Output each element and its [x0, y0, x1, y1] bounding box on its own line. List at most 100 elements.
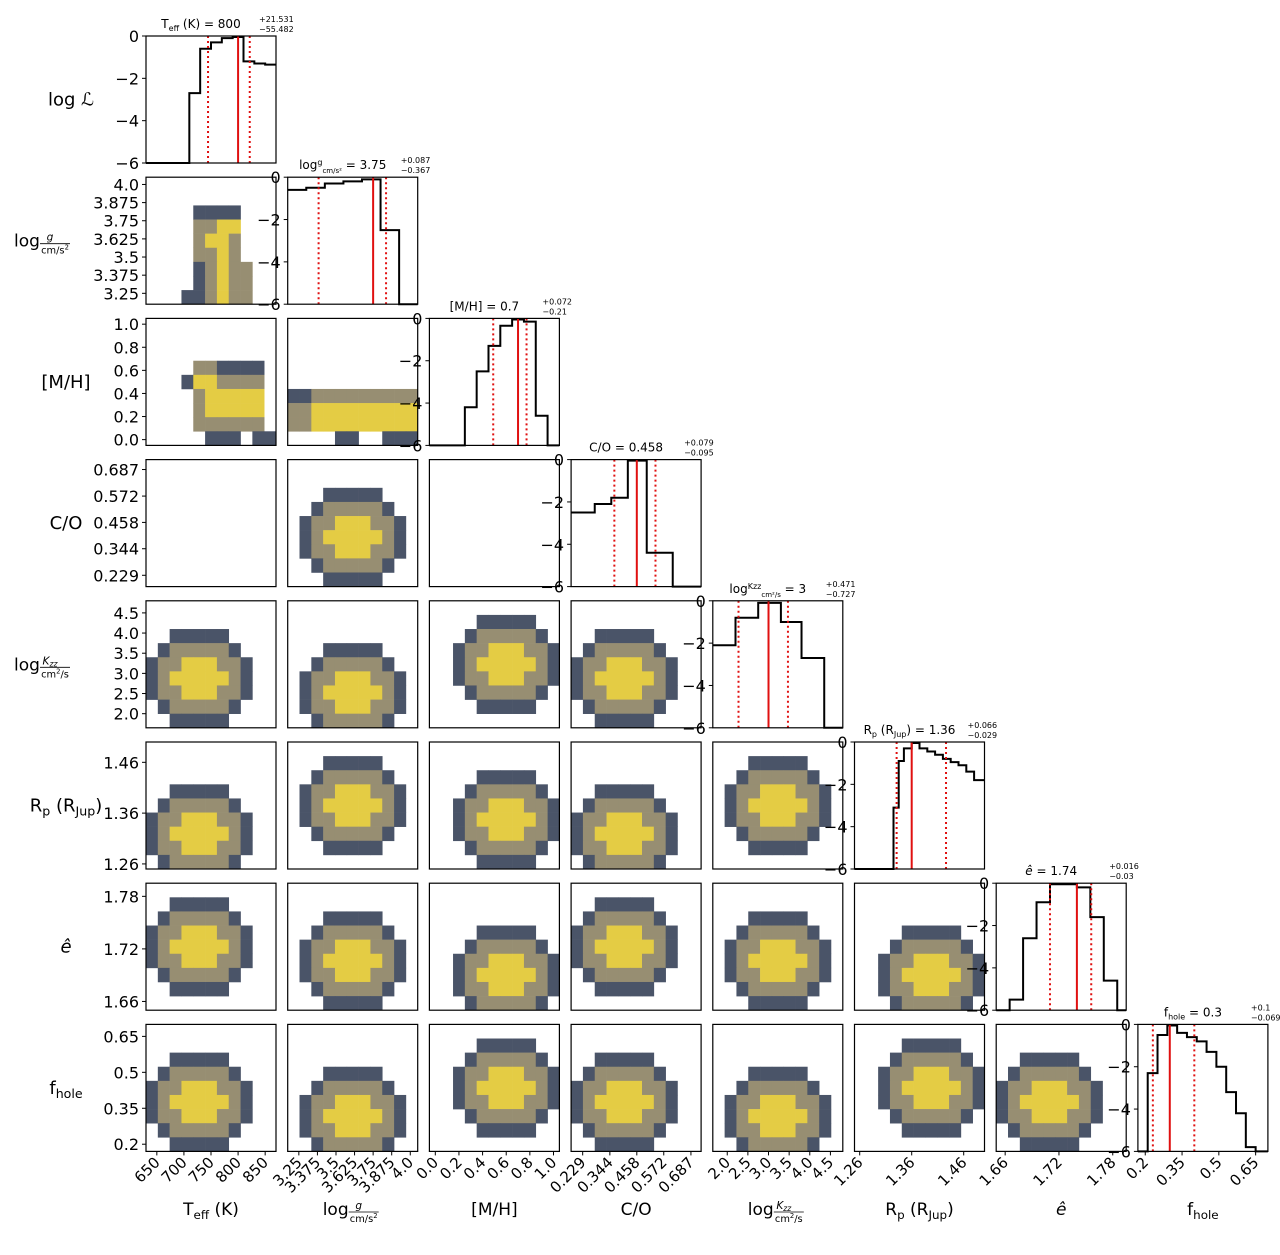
density-cell — [464, 1094, 477, 1110]
density-cell — [311, 784, 324, 799]
density-cell — [535, 812, 548, 827]
density-cell — [216, 826, 230, 842]
density-cell — [582, 671, 596, 686]
density-cell — [488, 798, 501, 813]
density-cell — [334, 911, 348, 926]
density-cell — [181, 685, 194, 700]
density-cell — [358, 826, 371, 842]
density-cell — [216, 685, 230, 700]
density-cell — [1031, 1137, 1044, 1152]
density-cell — [488, 854, 501, 870]
density-cell — [405, 403, 418, 418]
density-cell — [228, 247, 241, 263]
ytick-label: 1.78 — [103, 887, 139, 906]
density-cell — [252, 431, 265, 446]
panel-frame — [428, 317, 560, 446]
density-cell — [205, 403, 218, 418]
density-cell — [1031, 1066, 1044, 1082]
density-cell — [582, 699, 596, 714]
ytick-label: 1.46 — [103, 753, 139, 772]
density-cell — [488, 1052, 501, 1068]
density-cell — [323, 417, 336, 432]
density-cell — [488, 614, 501, 630]
density-cell — [370, 784, 383, 799]
density-cell — [205, 1109, 218, 1124]
density-cell — [193, 798, 206, 813]
density-cell — [216, 798, 230, 813]
density-cell — [523, 657, 537, 672]
density-cell — [216, 403, 230, 418]
density-cell — [169, 1052, 182, 1068]
density-cell — [642, 699, 655, 714]
density-cell — [653, 699, 666, 714]
density-cell — [972, 981, 985, 997]
density-cell — [382, 826, 395, 842]
density-cell — [736, 826, 749, 842]
density-cell — [630, 1094, 643, 1110]
density-cell — [488, 1123, 501, 1138]
density-cell — [193, 784, 206, 799]
density-cell — [370, 812, 383, 827]
density-cell — [618, 629, 631, 644]
density-cell — [205, 219, 218, 234]
xtick-label: 700 — [158, 1154, 191, 1187]
density-cell — [665, 671, 678, 686]
density-cell — [795, 812, 808, 827]
density-cell — [205, 1137, 218, 1152]
density-cell — [889, 1080, 903, 1096]
density-cell — [901, 981, 914, 997]
density-cell — [1031, 1052, 1044, 1068]
density-cell — [334, 699, 348, 714]
density-cell — [382, 501, 395, 517]
axis-label: Teff (K) — [182, 1200, 239, 1222]
density-cell — [334, 558, 348, 573]
density-cell — [783, 911, 796, 926]
density-cell — [169, 1094, 182, 1110]
density-cell — [642, 685, 655, 700]
density-cell — [169, 643, 182, 658]
density-cell — [1055, 1080, 1068, 1096]
density-cell — [488, 1066, 501, 1082]
density-cell — [960, 1066, 973, 1082]
density-cell — [937, 981, 950, 997]
density-cell — [193, 417, 206, 432]
density-cell — [252, 417, 265, 432]
density-cell — [157, 911, 170, 926]
density-cell — [157, 826, 170, 842]
density-cell — [264, 431, 277, 446]
density-cell — [346, 657, 359, 672]
density-cell — [346, 756, 359, 771]
density-cell — [169, 1123, 182, 1138]
density-cell — [500, 614, 513, 630]
density-cell — [512, 1038, 525, 1053]
density-cell — [748, 812, 761, 827]
density-cell — [724, 812, 737, 827]
density-cell — [193, 629, 206, 644]
density-cell — [476, 1094, 489, 1110]
density-cell — [523, 953, 537, 969]
density-cell — [594, 784, 607, 799]
density-cell — [724, 1094, 737, 1110]
density-cell — [216, 812, 230, 827]
density-cell — [476, 614, 489, 630]
density-cell — [795, 1094, 808, 1110]
density-cell — [665, 1109, 678, 1124]
density-cell — [819, 784, 832, 799]
ytick-label: 1.72 — [103, 940, 139, 959]
density-cell — [358, 530, 371, 545]
density-cell — [606, 1094, 619, 1110]
hist-panel-1: 0 −2 −4 −6 loggcm/s² = 3.75 +0.087−0.367 — [257, 156, 430, 314]
density-cell — [748, 1080, 761, 1096]
density-cell — [358, 671, 371, 686]
density-cell — [665, 925, 678, 940]
density-cell — [464, 1109, 477, 1124]
density-cell — [311, 1123, 324, 1138]
density-cell — [346, 713, 359, 729]
density-cell — [594, 854, 607, 870]
density-cell — [653, 854, 666, 870]
axis-label-group: log Kzzcm2/s — [748, 1200, 804, 1225]
density-cell — [535, 1066, 548, 1082]
panel-frame — [712, 882, 844, 1011]
density-cell — [193, 826, 206, 842]
density-cell — [240, 953, 253, 969]
